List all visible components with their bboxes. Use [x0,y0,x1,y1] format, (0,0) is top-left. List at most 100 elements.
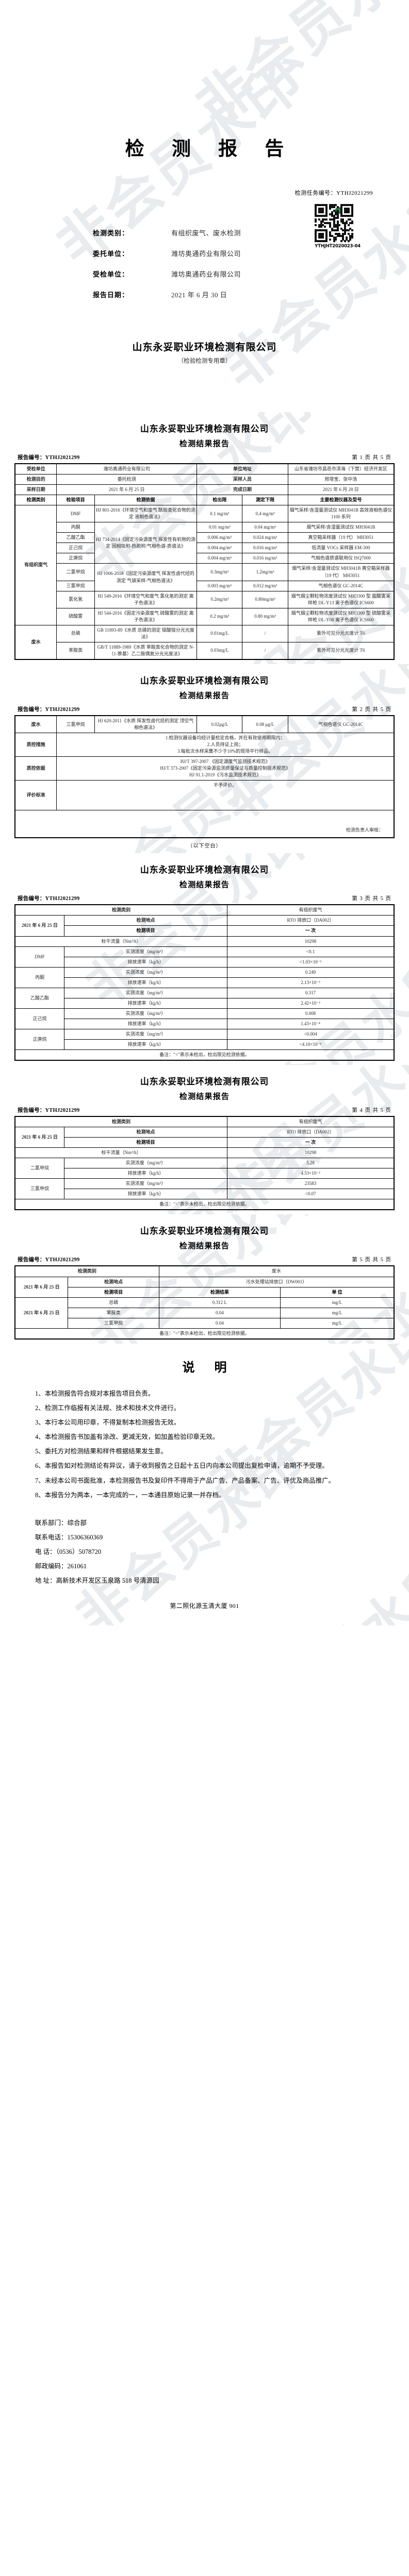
instrument: 烟气采样/含湿量测试仪 MH3041B 真空箱采样器（19 代） MH3051 [287,563,395,581]
test-item: 苯胺类 [56,641,95,660]
instrument: 烟气烟尘颗粒物浓度测试仪 MH3300 型 盐酸雾采样枪 DL-Y13 离子色谱… [287,590,395,608]
table-row: 标干流量（Nm³/h） 10298 [14,1147,395,1159]
qc-measures-cell: 1.检测仪器设备均经计量检定合格，并在有效使用期限内； 2.人员持证上岗； 3.… [56,733,395,757]
category-label: 检测类别 [14,1116,228,1128]
cover-page: 非会员水印 非会员水印 非会员水印 检测任务编号：YTHJ2021299 YTH… [0,0,409,412]
table-row: 正己烷 实测浓度（mg/m³） 0.008 [14,1008,395,1029]
report-title: 检测结果报告 [179,1093,230,1101]
qc-basis-item: HJ/T 373-2007《固定污染源监测质量保证与质量控制技术规范》 [160,766,290,771]
organization-name: 山东永妥职业环境检测有限公司 [140,1226,269,1236]
report-title: 检测结果报告 [179,691,230,700]
test-item: 氯化氢 [56,590,95,608]
test-item: 正己烷 [14,1008,65,1029]
table-row: 丙酮 HJ 734-2014《固定污染源废气 挥发性有机物的测定 固相吸附-热脱… [15,522,395,564]
test-subitem: 排放速率（kg/h） [64,997,228,1009]
quant-limit: 0.04 mg/m³ [242,522,288,533]
seal-note: （检验检测专用章） [177,358,232,364]
test-point-label: 检测地点 [64,1127,228,1138]
test-subitem: 排放速率（kg/h） [64,1039,228,1050]
table-row: 排放速率（kg/h） 2.42×10⁻³ [15,997,395,1009]
test-basis: HJ 1006-2018《固定污染源废气 挥发性卤代烃的测定 气袋采样-气相色谱… [94,563,198,591]
result-page-3: 非会员水印 非会员水印 山东永妥职业环境检测有限公司 检测结果报告 报告编号：Y… [0,853,409,1065]
test-value: 10298 [227,1147,395,1159]
table-row: 检测负责人审核： [14,810,395,838]
test-value: 1.43×10⁻⁴ [227,1018,395,1029]
field-label: 完成日期 [197,484,288,496]
table-row: 评价标准 不予评价。 [14,780,395,811]
report-meta: 报告编号：YTHJ2021299 第 2 页 共 5 页 [18,705,391,713]
signature-cell: 检测负责人审核： [14,810,395,838]
instrument: 气相色谱仪 GC-2014C [287,715,395,734]
quant-limit: 0.016 mg/m³ [242,553,288,564]
contact-label: 联系部门： [35,1519,68,1527]
contact-value: （0536）5078720 [56,1548,102,1556]
table-row: 废水 总磷 GB 11893-89《水质 总磷的测定 钼酸铵分光光度法》 0.0… [14,624,395,660]
table-row: 采样日期 2021 年 6 月 25 日 完成日期 2021 年 6 月 28 … [14,484,395,496]
detection-limit: 0.3mg/m³ [197,563,243,581]
table-row: 二氯甲烷 实测浓度（mg/m³） 5.28 [14,1158,395,1179]
test-basis: HJ 801-2016《环境空气和废气 酰胺类化合物的测定 液相色谱法》 [94,505,198,523]
table-row: 排放速率（kg/h） <4.10×10⁻⁵ [15,1039,395,1050]
test-item: 正己烷 [56,543,95,554]
table-row: 苯胺类 GB/T 11889-1989《水质 苯胺类化合物的测定 N-（1-萘基… [15,641,395,660]
field-label: 检测目的 [14,474,57,485]
category-cell: 废水 [14,715,57,734]
test-subitem: 实测浓度（mg/m³） [64,1158,228,1169]
table-row: 质控措施 1.检测仪器设备均经计量检定合格，并在有效使用期限内； 2.人员持证上… [14,733,395,757]
table-row: 正庚烷 0.004 mg/m³ 0.016 mg/m³ 气相色谱质谱联用仪 IS… [15,553,395,564]
qc-basis-label: 质控依据 [14,756,57,781]
report-header: 山东永妥职业环境检测有限公司 检测结果报告 [14,862,395,890]
field-label: 采样日期 [14,484,57,496]
contact-value: 高新技术开发区玉泉路 518 号清源园 [56,1577,159,1585]
table-row: 备注："<"表示未检出，检出限见检测依据。 [14,1199,395,1210]
instrument: 烟气采样/含湿量测试仪 MH3041B 高效液相色谱仪 1100 系列 [287,505,395,523]
list-item: 5、委托方对检测结果和样件根据结果发生意。 [35,1448,168,1455]
sampling-date-value: 2021 年 6 月 25 日 [14,1297,69,1329]
test-subitem: 排放速率（kg/h） [64,1018,228,1029]
table-row: 2021 年 6 月 25 日 检测地点 污水处理站排放口（DW001） [14,1276,395,1298]
report-number: 报告编号：YTHJ2021299 [18,453,79,461]
detection-limit: 0.004 mg/m³ [197,543,243,554]
category-cell: 有组织废气 [14,505,57,625]
instrument: 低流量 VOCs 采样器 EM-300 [287,543,395,554]
column-header-unit: 单 位 [280,1286,395,1298]
test-value: 0.04 [158,1307,281,1318]
table-row: 排放速率（kg/h） <0.07 [15,1189,395,1200]
report-meta: 报告编号：YTHJ2021299 第 4 页 共 5 页 [18,1106,391,1114]
report-meta: 报告编号：YTHJ2021299 第 3 页 共 5 页 [18,894,391,902]
contact-row: 联系部门：综合部 [35,1516,395,1530]
sampling-date-label: 2021 年 6 月 25 日 [14,1127,65,1148]
report-number-value: YTHJ2021299 [45,455,80,461]
contact-row: 联系电话：15306360369 [35,1530,395,1545]
report-number-value: YTHJ2021299 [45,896,80,902]
qr-code-icon [315,204,353,243]
table-row: 硫酸雾 HJ 544-2016《固定污染源废气 硫酸雾的测定 离子色谱法》 0.… [15,607,395,625]
qr-caption: YTHJHT2020023-04 [315,244,361,249]
organization-name: 山东永妥职业环境检测有限公司 [140,424,269,434]
report-number-label: 报告编号： [18,455,45,461]
test-value: 0.317 [227,987,395,998]
test-value: <0.1 [227,946,395,957]
qc-basis-cell: HJ/T 397-2007 《固定源废气监测技术规范》 HJ/T 373-200… [56,756,395,781]
results-table-page-4: 检测类别 有组织废气 2021 年 6 月 25 日 检测地点 RTO 排放口（… [14,1116,395,1211]
test-value: <0.07 [227,1189,395,1200]
field-label: 检测类别： [93,229,129,237]
test-item: 二氯甲烷 [56,563,95,581]
explanation-page: 非会员水印 非会员水印 非会员水印 说 明 1、本检测报告符合规对本报告项目负责… [0,1344,409,1626]
test-subitem: 实测浓度（mg/m³） [64,1028,228,1040]
organization-name: 山东永妥职业环境检测有限公司 [132,342,277,353]
test-item: 硫酸雾 [56,607,95,625]
field-value: 有组织废气、废水检测 [171,229,241,237]
list-item: 7、未经本公司书面批准，本检测报告书及复印件不得用于产品广告、产品备案、广告、评… [35,1477,335,1484]
quant-limit: 0.4 mg/m³ [242,505,288,523]
column-header: 测定下限 [242,495,288,506]
report-meta: 报告编号：YTHJ2021299 第 1 页 共 5 页 [18,453,391,461]
results-table-page-3: 检测类别 有组织废气 2021 年 6 月 25 日 检测地点 RTO 排放口（… [14,904,395,1061]
test-value: 4.53×10⁻² [227,1168,395,1179]
instrument: 气相色谱质谱联用仪 ISQ7000 [287,553,395,564]
result-page-1: 非会员水印 非会员水印 非会员水印 山东永妥职业环境检测有限公司 检测结果报告 … [0,412,409,664]
list-item: 3、本行本公司用印章，不得复制本检测报告无效。 [35,1419,181,1427]
test-basis: HJ 734-2014《固定污染源废气 挥发性有机物的测定 固相吸附-热脱附/气… [94,522,198,564]
page-indicator: 第 4 页 共 5 页 [352,1108,391,1114]
test-unit: mg/L [280,1307,395,1318]
